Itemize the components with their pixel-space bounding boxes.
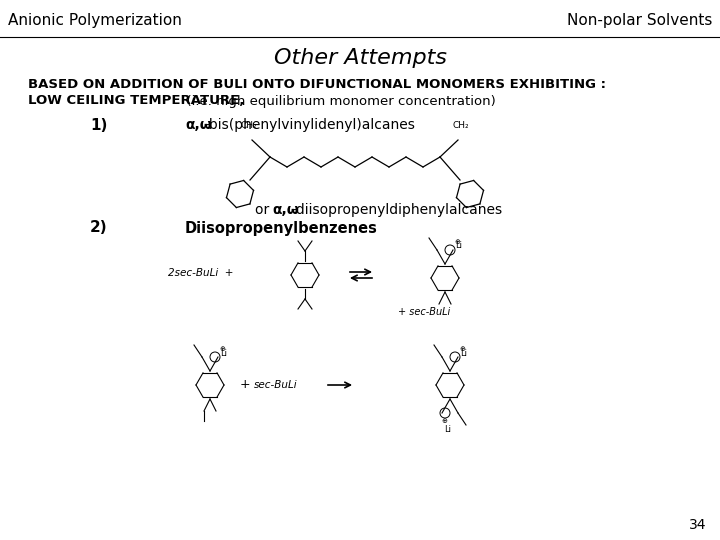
Text: Anionic Polymerization: Anionic Polymerization	[8, 14, 182, 29]
Text: sec-BuLi: sec-BuLi	[254, 380, 297, 390]
Text: +: +	[240, 379, 251, 392]
Text: α,ω: α,ω	[272, 203, 299, 217]
Text: -bis(phenylvinylidenyl)alcanes: -bis(phenylvinylidenyl)alcanes	[204, 118, 415, 132]
Text: Li: Li	[460, 348, 467, 357]
Text: BASED ON ADDITION OF BULI ONTO DIFUNCTIONAL MONOMERS EXHIBITING :: BASED ON ADDITION OF BULI ONTO DIFUNCTIO…	[28, 78, 606, 91]
Text: 2): 2)	[90, 220, 107, 235]
Text: -diisopropenyldiphenylalcanes: -diisopropenyldiphenylalcanes	[291, 203, 502, 217]
Text: α,ω: α,ω	[185, 118, 212, 132]
Text: 1): 1)	[90, 118, 107, 132]
Text: Other Attempts: Other Attempts	[274, 48, 446, 68]
Text: CH₂: CH₂	[453, 121, 469, 130]
Text: ⊕: ⊕	[219, 346, 225, 352]
Text: or: or	[255, 203, 274, 217]
Text: ⊕: ⊕	[441, 418, 447, 424]
Text: + sec-BuLi: + sec-BuLi	[398, 307, 450, 317]
Text: Non-polar Solvents: Non-polar Solvents	[567, 14, 712, 29]
Text: CH₂: CH₂	[240, 121, 257, 130]
Text: (i.e. high equilibrium monomer concentration): (i.e. high equilibrium monomer concentra…	[178, 94, 496, 107]
Text: ⊕: ⊕	[454, 239, 460, 245]
Text: Diisopropenylbenzenes: Diisopropenylbenzenes	[185, 220, 378, 235]
Text: 2sec-BuLi  +: 2sec-BuLi +	[168, 268, 233, 278]
Text: ⊕: ⊕	[459, 346, 465, 352]
Text: Li: Li	[220, 348, 227, 357]
Text: Li: Li	[455, 241, 462, 251]
Text: 34: 34	[688, 518, 706, 532]
Text: LOW CEILING TEMPERATURE,: LOW CEILING TEMPERATURE,	[28, 94, 244, 107]
Text: Li: Li	[444, 425, 451, 434]
